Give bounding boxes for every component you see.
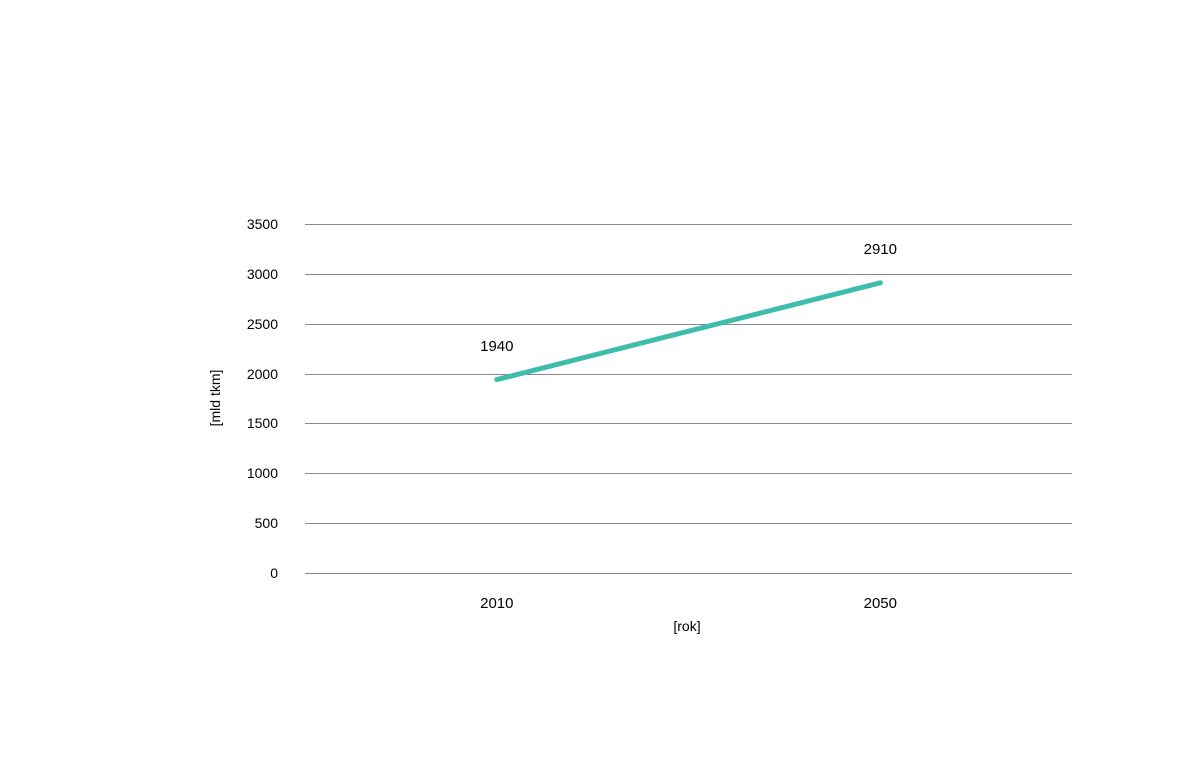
gridline — [305, 473, 1072, 475]
gridline — [305, 373, 1072, 375]
gridline — [305, 323, 1072, 325]
y-tick-label: 3500 — [246, 216, 278, 232]
y-tick-label: 1500 — [246, 415, 278, 432]
gridline — [305, 423, 1072, 425]
y-tick-label: 1000 — [246, 465, 278, 482]
gridline — [305, 573, 1072, 574]
y-tick-label: 500 — [254, 515, 278, 532]
data-label: 2910 — [863, 240, 897, 258]
gridline — [305, 273, 1072, 275]
y-tick-label: 3000 — [246, 265, 278, 282]
y-tick-label: 2000 — [246, 365, 278, 382]
x-tick-label: 2050 — [863, 595, 897, 612]
x-axis-title: [rok] — [673, 618, 701, 634]
y-tick-label: 2500 — [246, 315, 278, 332]
x-tick-label: 2010 — [480, 595, 514, 612]
series-line — [494, 280, 883, 383]
data-label: 1940 — [480, 337, 514, 355]
y-tick-label: 0 — [270, 565, 278, 581]
gridline — [305, 523, 1072, 525]
gridline — [305, 224, 1072, 225]
